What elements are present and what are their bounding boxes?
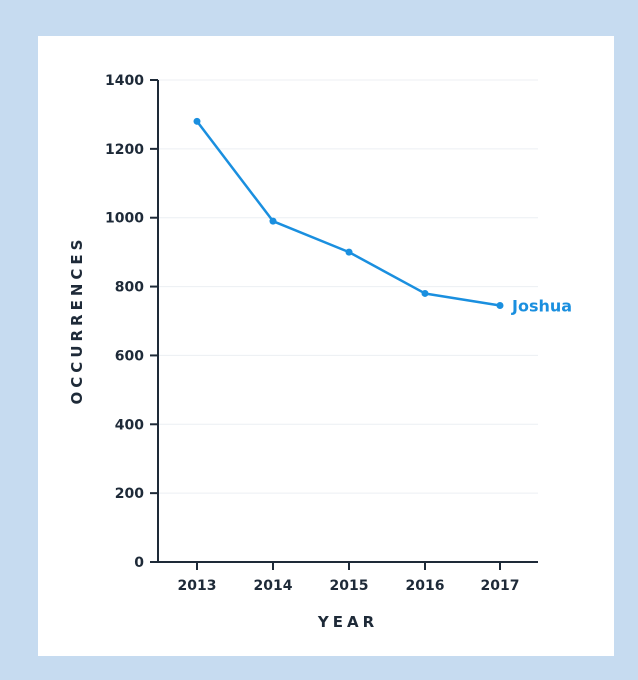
- data-point: [496, 302, 504, 310]
- data-point: [269, 217, 277, 225]
- x-tick-label: 2015: [330, 578, 369, 594]
- y-tick-label: 200: [115, 486, 144, 502]
- y-tick-label: 400: [115, 417, 144, 433]
- series-layer: Joshua: [193, 117, 572, 316]
- y-axis-ticks: 0 200 400 600 800 1000 1200 1400: [105, 73, 158, 571]
- axes: [150, 80, 538, 563]
- y-tick-label: 1400: [105, 73, 144, 89]
- series-label: Joshua: [511, 297, 572, 316]
- gridlines: [158, 79, 538, 494]
- data-point: [345, 248, 353, 256]
- x-tick-label: 2013: [178, 578, 217, 594]
- y-tick-label: 600: [115, 348, 144, 364]
- y-tick-label: 0: [134, 555, 144, 571]
- chart-card: [38, 36, 614, 656]
- y-tick-label: 800: [115, 280, 144, 296]
- x-axis-title: YEAR: [317, 613, 378, 631]
- x-tick-label: 2016: [406, 578, 445, 594]
- x-axis-ticks: 2013 2014 2015 2016 2017: [178, 562, 520, 594]
- y-axis-title: OCCURRENCES: [68, 236, 86, 405]
- y-tick-label: 1000: [105, 211, 144, 227]
- data-point: [193, 117, 201, 125]
- y-tick-label: 1200: [105, 142, 144, 158]
- data-point: [421, 289, 429, 297]
- x-tick-label: 2017: [481, 578, 520, 594]
- x-tick-label: 2014: [254, 578, 293, 594]
